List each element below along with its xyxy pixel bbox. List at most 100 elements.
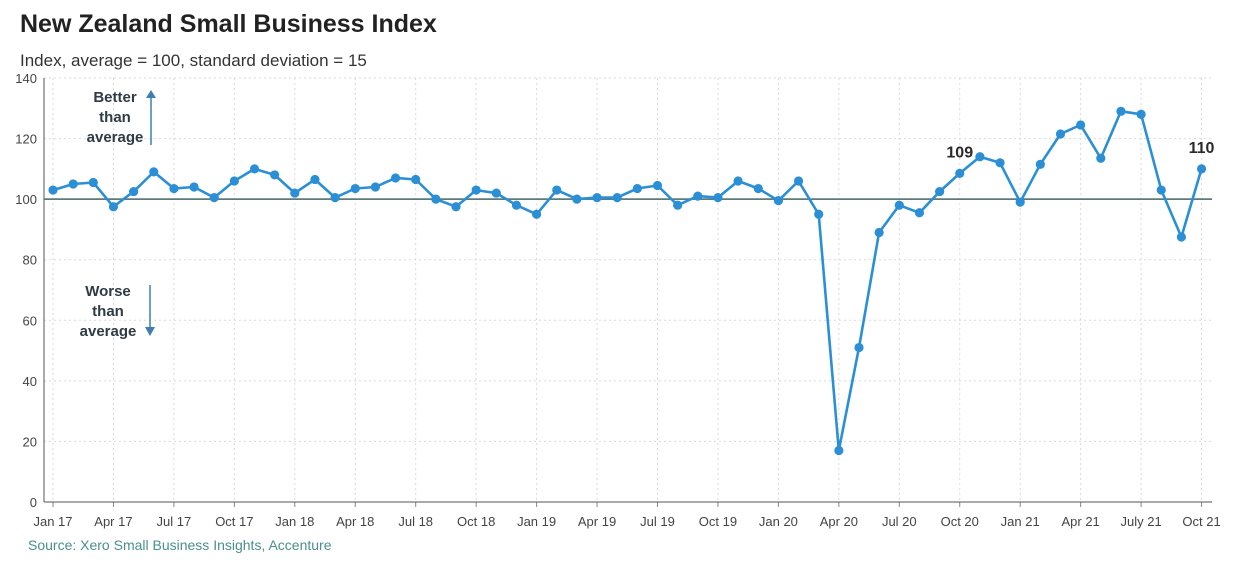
data-point [68, 179, 78, 189]
grid-lines [44, 77, 1212, 502]
data-point [370, 182, 380, 192]
x-tick-label: Jan 18 [275, 514, 314, 529]
y-tick-label: 20 [23, 434, 37, 449]
data-point [1015, 197, 1025, 207]
data-point [270, 170, 280, 180]
data-point [834, 445, 844, 456]
data-point [290, 188, 300, 198]
x-tick-label: Oct 19 [699, 514, 737, 529]
x-tick-label: Jul 18 [398, 514, 433, 529]
better-line-1: Better [93, 89, 137, 106]
data-labels: 109 110 [946, 140, 1214, 162]
data-point [310, 174, 320, 185]
y-tick-label: 140 [15, 71, 37, 86]
data-point [129, 186, 139, 197]
data-point [854, 342, 864, 353]
data-point [874, 227, 884, 238]
x-tick-label: Apr 21 [1061, 514, 1099, 529]
x-tick-label: Apr 19 [578, 514, 616, 529]
x-tick-label: Oct 18 [457, 514, 495, 529]
data-point [48, 185, 58, 195]
x-tick-label: Jul 20 [882, 514, 917, 529]
data-point [713, 193, 723, 203]
data-point [330, 193, 340, 203]
data-point [229, 176, 239, 186]
data-point [169, 183, 179, 194]
data-point [149, 167, 159, 177]
worse-line-3: average [80, 323, 137, 340]
data-point [511, 200, 522, 210]
data-point [189, 182, 199, 192]
x-tick-label: Oct 17 [215, 514, 253, 529]
data-point [552, 185, 562, 195]
data-point [491, 188, 501, 198]
data-point [612, 193, 622, 203]
data-point [350, 183, 360, 194]
x-tick-label: Oct 20 [941, 514, 979, 529]
y-tick-label: 80 [23, 253, 37, 268]
x-tick-label: Jul 17 [157, 514, 192, 529]
annotations: Better than average Worse than average [80, 89, 156, 340]
data-point [1116, 106, 1126, 116]
data-point [209, 193, 219, 203]
data-point [995, 158, 1005, 168]
data-point [390, 173, 401, 183]
chart-source: Source: Xero Small Business Insights, Ac… [28, 537, 332, 553]
data-point [955, 168, 965, 178]
x-tick-label: Jan 21 [1001, 514, 1040, 529]
data-point [592, 193, 602, 203]
data-point [1096, 153, 1106, 163]
series-group [48, 106, 1207, 456]
y-tick-label: 120 [15, 132, 37, 147]
data-point [108, 202, 119, 212]
chart-subtitle: Index, average = 100, standard deviation… [20, 51, 367, 70]
data-point [673, 200, 683, 210]
data-point [451, 202, 461, 212]
x-tick-label: Jan 19 [517, 514, 556, 529]
up-arrowhead-icon [146, 90, 156, 98]
data-point [1076, 120, 1086, 130]
x-tick-label: Jan 17 [33, 514, 72, 529]
data-point [894, 200, 904, 210]
data-point [471, 185, 481, 195]
data-point [814, 209, 824, 219]
x-tick-label: Jan 20 [759, 514, 798, 529]
data-point [1176, 232, 1186, 242]
data-point [914, 208, 925, 218]
data-label: 110 [1189, 140, 1215, 157]
y-tick-label: 40 [23, 374, 37, 389]
data-point [733, 176, 743, 186]
x-tick-label: Apr 20 [820, 514, 858, 529]
data-point [753, 183, 763, 194]
data-point [935, 186, 945, 197]
data-point [572, 194, 582, 204]
y-tick-label: 60 [23, 313, 37, 328]
data-point [411, 174, 421, 185]
data-point [1156, 185, 1166, 195]
data-point [793, 176, 804, 186]
data-point [1136, 109, 1146, 119]
series-line [52, 110, 1203, 452]
data-point [532, 209, 542, 219]
data-point [773, 196, 784, 206]
x-tick-label: Jul 19 [640, 514, 675, 529]
data-point [652, 180, 663, 191]
y-tick-label: 100 [15, 192, 37, 207]
data-point [431, 194, 441, 204]
x-tick-label: Oct 21 [1182, 514, 1220, 529]
better-line-2: than [99, 109, 131, 126]
data-point [1196, 164, 1207, 174]
down-arrowhead-icon [145, 327, 155, 336]
x-tick-label: July 21 [1120, 514, 1161, 529]
y-tick-label: 0 [30, 495, 37, 510]
worse-line-1: Worse [85, 283, 131, 300]
axes: 0 20 40 60 80 100 120 140 Jan 17 Apr 17 Jul 17 Oct … [15, 71, 1220, 529]
chart-title: New Zealand Small Business Index [20, 10, 437, 38]
better-line-3: average [87, 129, 144, 146]
x-tick-label: Apr 17 [94, 514, 132, 529]
data-point [249, 164, 260, 174]
data-label: 109 [946, 144, 973, 161]
data-point [1055, 129, 1066, 139]
data-point [632, 183, 642, 194]
